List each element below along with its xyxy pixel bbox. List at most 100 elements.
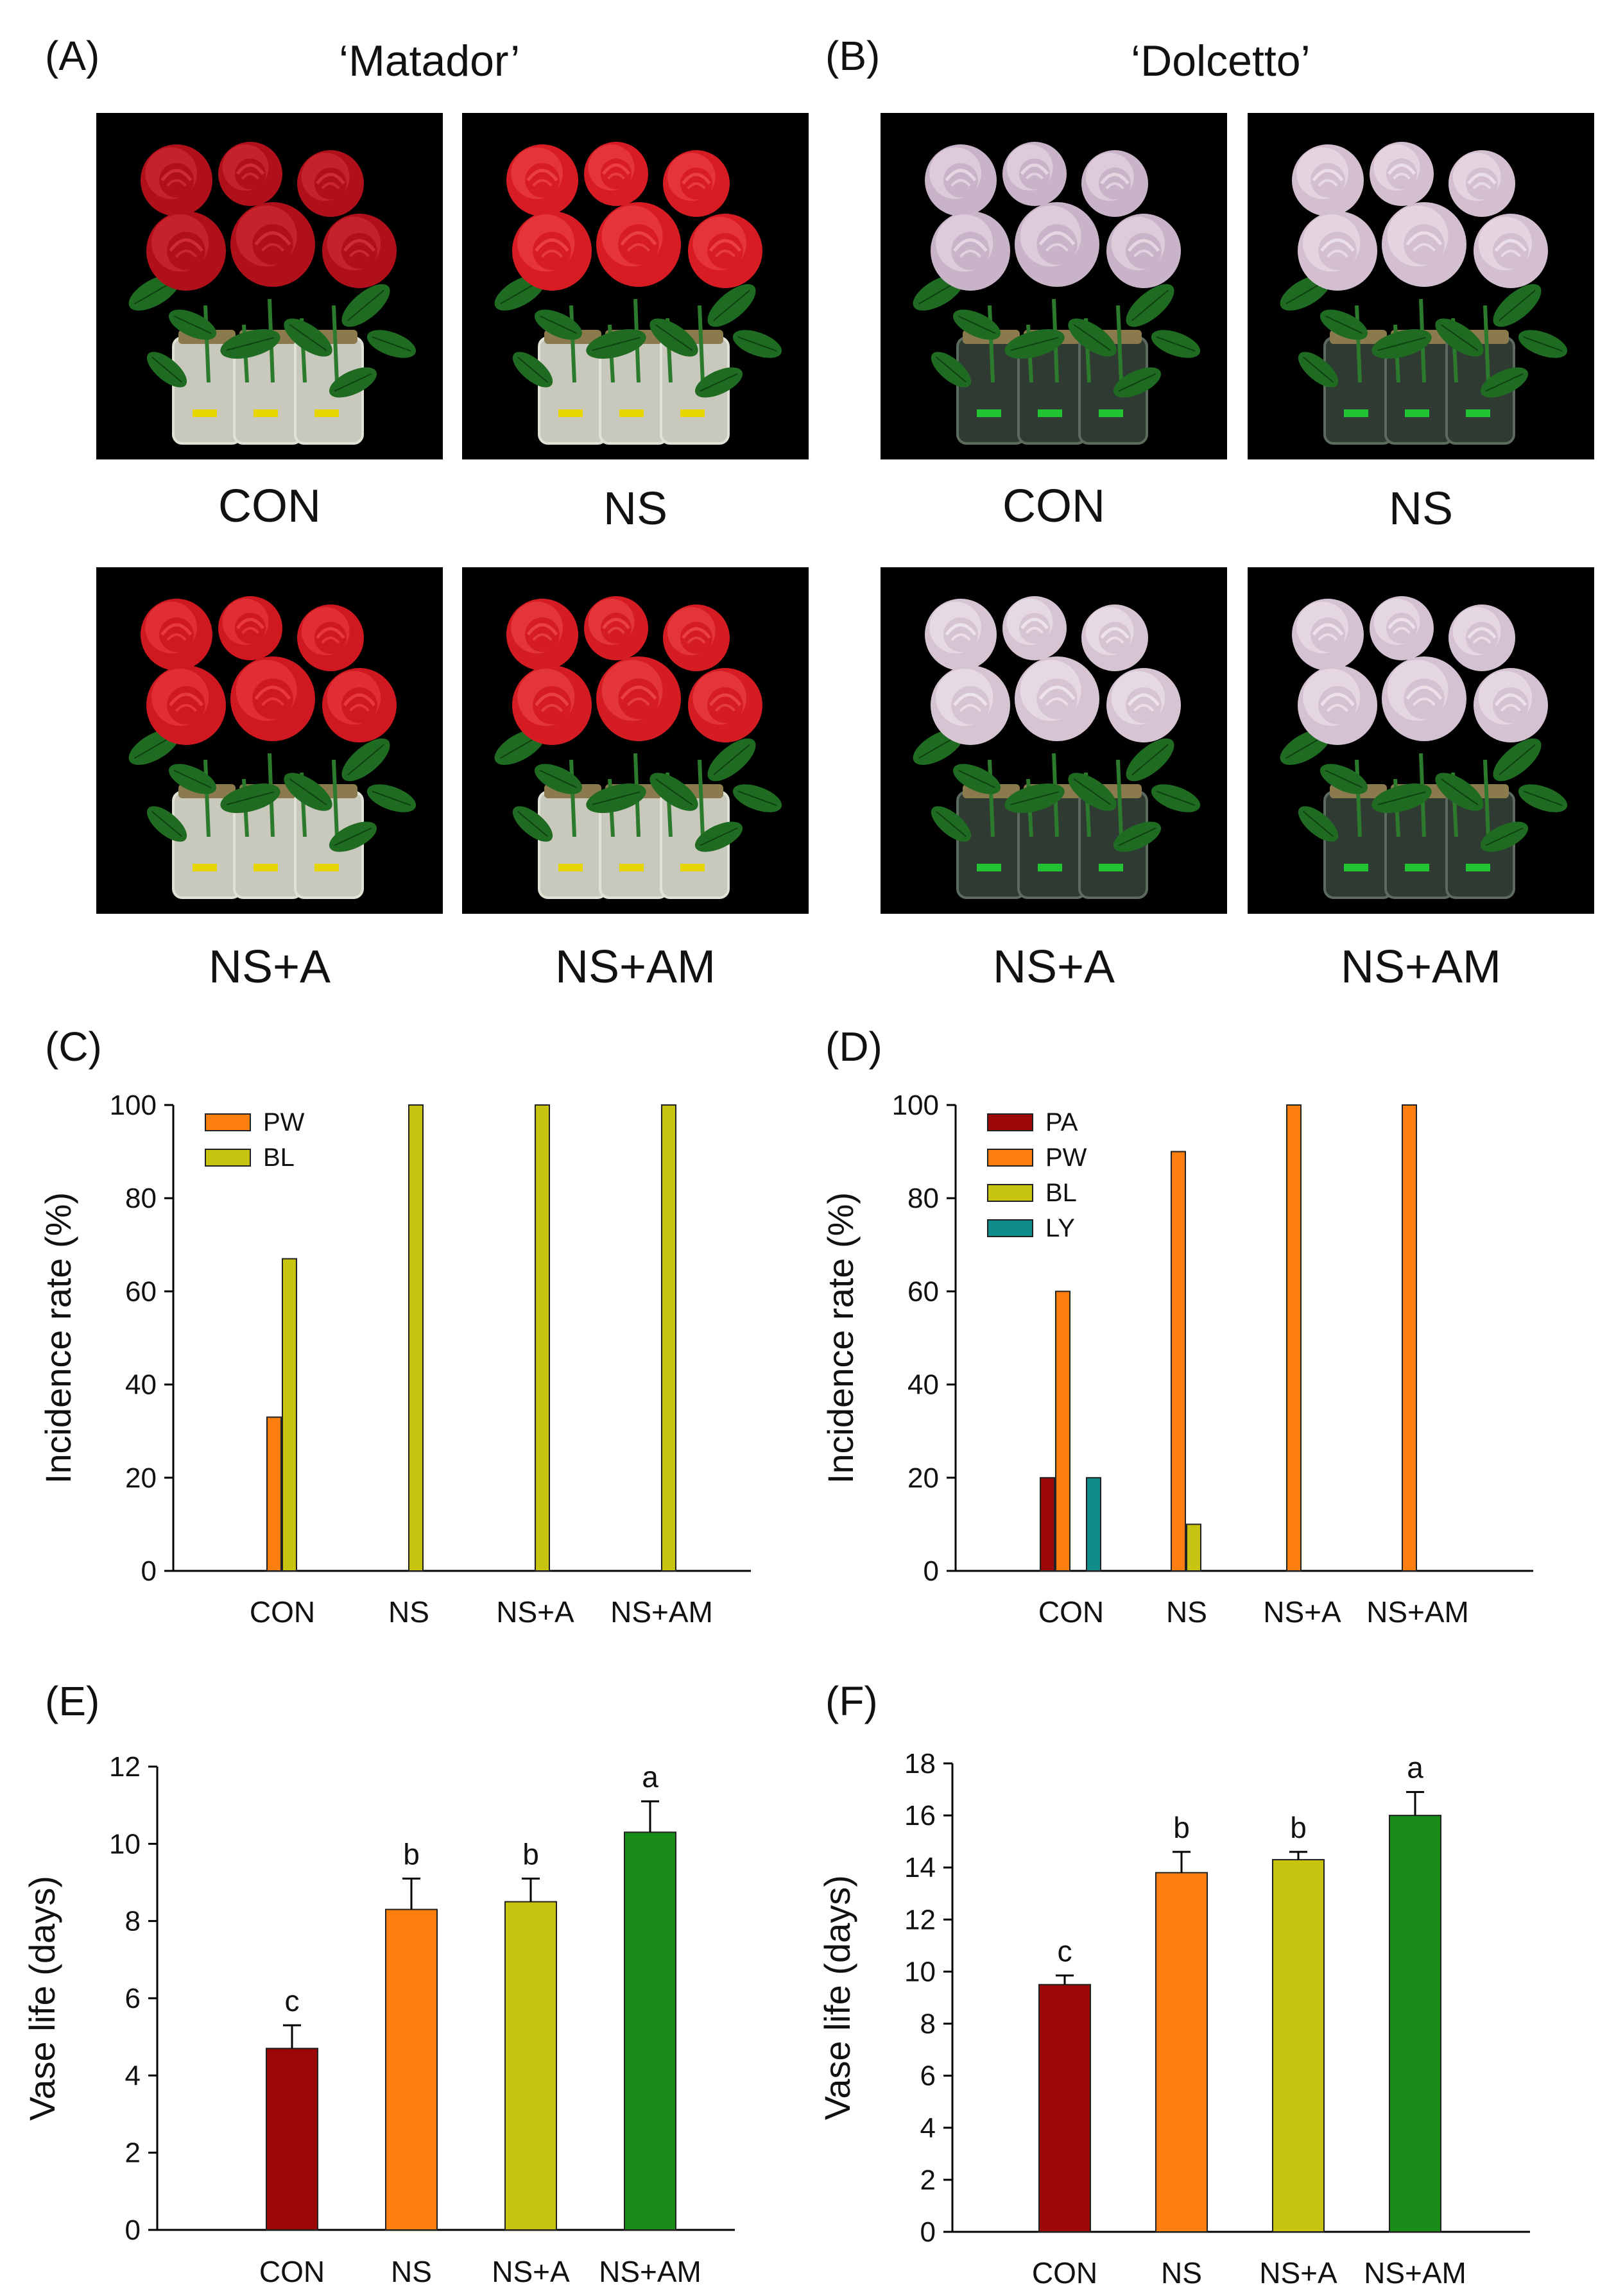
vase-label — [254, 864, 278, 871]
vase-label — [1466, 864, 1490, 871]
y-tick-label: 80 — [125, 1183, 157, 1214]
rose-petal-curl — [945, 169, 977, 182]
x-category-label: CON — [259, 2255, 325, 2288]
rose-petal-curl — [316, 627, 345, 639]
y-tick-label: 12 — [904, 1904, 936, 1935]
leaf-vein — [334, 827, 372, 846]
rose-bloom — [230, 656, 315, 741]
leaf-vein — [347, 744, 384, 776]
legend-swatch-ly — [987, 1219, 1033, 1237]
rose-bloom — [1015, 656, 1099, 741]
rose-petal-curl — [709, 693, 742, 707]
chart-f-vase-life-dolcetto: 0 2 4 6 8 10 12 14 16 18 Vase life (days) CON NS NS+A… — [817, 1748, 1530, 2290]
rose-bloom — [141, 144, 212, 216]
rose-petal-curl — [626, 698, 651, 707]
rose-bloom — [297, 604, 364, 671]
rose-petal-curl — [1405, 685, 1443, 700]
leaf-vein — [700, 373, 738, 392]
rose-petal-curl — [1312, 623, 1344, 636]
rose-petal-curl — [1025, 173, 1044, 180]
leaf-vein — [1073, 778, 1112, 806]
y-tick-label: 20 — [907, 1462, 939, 1494]
leaf-vein — [1073, 323, 1112, 352]
leaf-vein — [713, 289, 750, 321]
rose-petal-curl — [1412, 698, 1436, 707]
stem — [332, 759, 339, 837]
rose-petal-curl — [1494, 239, 1527, 252]
legend-swatch-bl — [205, 1149, 251, 1167]
rose-bloom — [1448, 150, 1515, 217]
rose-bloom — [663, 150, 730, 217]
rose-petal-curl — [1326, 704, 1349, 712]
leaf-vein — [1523, 336, 1563, 352]
vase-label — [1099, 409, 1123, 417]
leaf-vein — [1118, 373, 1156, 392]
stem — [332, 305, 339, 383]
vase-label — [1344, 864, 1368, 871]
y-tick-label: 2 — [125, 2138, 141, 2169]
photo-dolcetto-ns-am — [1248, 567, 1594, 914]
rose-photo — [881, 567, 1227, 914]
rose-bloom — [931, 211, 1010, 291]
stem — [698, 759, 705, 837]
bar-pw — [1286, 1104, 1302, 1572]
rose-photo — [96, 113, 443, 459]
vase-label — [680, 864, 705, 871]
stem — [203, 759, 211, 837]
caption-matador-con: CON — [218, 481, 321, 532]
bar-bl — [282, 1258, 297, 1572]
rose-bloom — [688, 214, 762, 288]
leaf-vein — [334, 373, 372, 392]
leaf-vein — [226, 791, 275, 805]
caption-dolcetto-ns-a: NS+A — [992, 941, 1115, 993]
rose-petal-curl — [626, 243, 651, 252]
x-category-label: NS+A — [492, 2255, 570, 2288]
vase-label — [558, 864, 583, 871]
significance-letter: b — [1173, 1811, 1190, 1844]
leaf-vein — [1499, 289, 1536, 321]
legend-swatch-pa — [987, 1113, 1033, 1131]
caption-dolcetto-ns: NS — [1388, 483, 1454, 535]
leaf-vein — [1440, 323, 1479, 352]
rose-photo — [96, 567, 443, 914]
legend-swatch-pw — [987, 1149, 1033, 1167]
rose-petal-curl — [254, 685, 291, 700]
rose-bloom — [931, 665, 1010, 745]
significance-letter: c — [285, 1984, 300, 2018]
leaf-vein — [1010, 337, 1059, 351]
y-tick-label: 0 — [141, 1555, 157, 1587]
rose-petal-curl — [1405, 231, 1443, 246]
rose-petal-curl — [1312, 169, 1344, 182]
leaf-vein — [1440, 778, 1479, 806]
vase-label — [977, 864, 1001, 871]
rose-petal-curl — [1100, 173, 1130, 185]
rose-bloom — [1370, 142, 1434, 206]
y-tick-label: 4 — [125, 2060, 141, 2091]
rose-petal-curl — [535, 238, 569, 252]
rose-bloom — [1081, 150, 1148, 217]
y-tick-label: 40 — [125, 1369, 157, 1401]
leaf-vein — [1325, 769, 1363, 789]
rose-petal-curl — [1467, 627, 1497, 639]
rose-bloom — [925, 599, 997, 671]
rose-petal-curl — [1133, 704, 1155, 712]
x-category-label: NS+A — [1259, 2256, 1337, 2290]
legend-label-pw: PW — [1045, 1144, 1087, 1172]
stem — [1116, 759, 1123, 837]
y-axis-title: Incidence rate (%) — [820, 1192, 861, 1484]
rose-bloom — [1106, 668, 1181, 742]
vase-label — [1466, 409, 1490, 417]
rose-petal-curl — [953, 692, 988, 707]
significance-letter: b — [522, 1837, 539, 1871]
rose-bloom — [1002, 142, 1067, 206]
rose-petal-curl — [1412, 243, 1436, 252]
leaf-vein — [151, 356, 182, 383]
y-tick-label: 100 — [892, 1090, 939, 1121]
rose-petal-curl — [1387, 163, 1416, 175]
rose-petal-curl — [1127, 239, 1160, 252]
rose-petal-curl — [1320, 692, 1355, 707]
photo-matador-ns-a — [96, 567, 443, 914]
y-tick-label: 2 — [920, 2164, 936, 2196]
rose-bloom — [1015, 202, 1099, 287]
caption-matador-ns: NS — [603, 483, 668, 535]
